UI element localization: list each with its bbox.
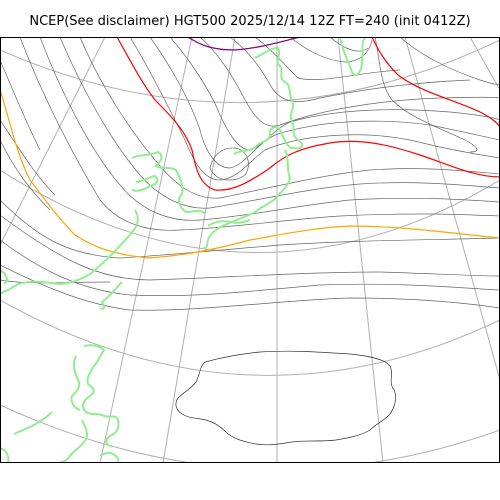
height-contours: [0, 37, 500, 311]
red-contour: [116, 37, 500, 191]
island-outline: [175, 350, 396, 446]
orange-contour: [0, 89, 500, 259]
purple-contour: [187, 37, 301, 51]
coastlines: [0, 37, 367, 463]
red-contour-2: [371, 37, 500, 129]
map-title: NCEP(See disclaimer) HGT500 2025/12/14 1…: [29, 14, 471, 29]
graticule-parallels: [0, 39, 500, 463]
graticule-meridians: [0, 37, 500, 463]
